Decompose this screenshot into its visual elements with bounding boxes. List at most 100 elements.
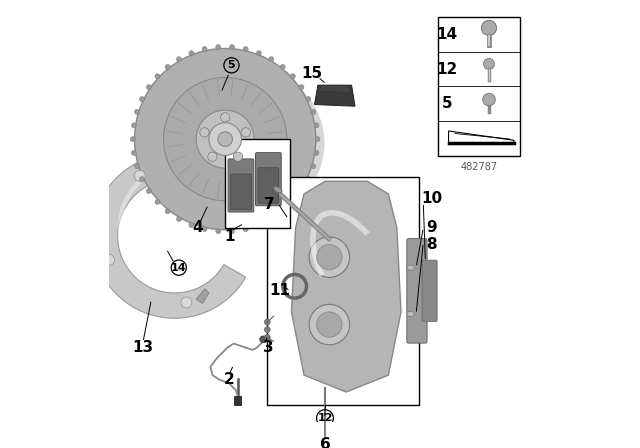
Circle shape	[317, 245, 342, 270]
Circle shape	[164, 78, 287, 201]
Circle shape	[483, 93, 495, 106]
Ellipse shape	[134, 60, 324, 227]
Circle shape	[230, 44, 235, 50]
Circle shape	[269, 216, 274, 222]
Circle shape	[131, 137, 136, 142]
Text: 3: 3	[263, 340, 274, 355]
Circle shape	[280, 209, 285, 214]
Circle shape	[134, 170, 145, 181]
Circle shape	[317, 312, 342, 337]
Text: 10: 10	[421, 190, 442, 206]
Circle shape	[216, 44, 221, 50]
Circle shape	[134, 109, 140, 114]
Circle shape	[147, 189, 152, 194]
Circle shape	[104, 254, 115, 265]
Bar	[225, 139, 291, 228]
Circle shape	[177, 216, 182, 222]
Circle shape	[243, 47, 248, 52]
Circle shape	[481, 20, 497, 35]
Circle shape	[299, 189, 304, 194]
Circle shape	[269, 56, 274, 62]
Circle shape	[165, 65, 170, 69]
FancyBboxPatch shape	[258, 168, 278, 203]
Text: 14: 14	[436, 27, 458, 42]
Circle shape	[234, 152, 243, 161]
FancyBboxPatch shape	[422, 260, 437, 322]
Polygon shape	[314, 85, 355, 106]
FancyBboxPatch shape	[228, 159, 254, 212]
Circle shape	[218, 132, 232, 146]
Circle shape	[257, 51, 261, 56]
Circle shape	[280, 65, 285, 69]
Circle shape	[134, 48, 316, 230]
FancyBboxPatch shape	[407, 239, 427, 343]
Circle shape	[177, 56, 182, 62]
Circle shape	[243, 227, 248, 232]
Circle shape	[155, 199, 160, 204]
Circle shape	[483, 59, 495, 69]
Circle shape	[216, 228, 221, 234]
Circle shape	[155, 74, 160, 79]
Polygon shape	[320, 86, 349, 92]
Polygon shape	[291, 181, 401, 392]
Circle shape	[208, 152, 217, 161]
Text: 4: 4	[193, 220, 203, 235]
Text: 1: 1	[224, 228, 235, 244]
Text: 2: 2	[224, 372, 235, 387]
Circle shape	[131, 151, 136, 155]
Circle shape	[264, 327, 270, 332]
Circle shape	[309, 304, 349, 345]
Bar	[438, 17, 520, 156]
Circle shape	[291, 74, 295, 79]
Circle shape	[315, 137, 320, 142]
Ellipse shape	[274, 186, 282, 193]
Circle shape	[306, 96, 311, 102]
Circle shape	[202, 47, 207, 52]
Circle shape	[200, 128, 209, 137]
Circle shape	[209, 123, 241, 155]
Text: 6: 6	[319, 437, 330, 448]
Circle shape	[309, 237, 349, 277]
Bar	[268, 177, 419, 405]
Text: 14: 14	[171, 263, 187, 273]
Circle shape	[131, 123, 136, 128]
Ellipse shape	[407, 265, 415, 270]
Text: 15: 15	[301, 66, 322, 81]
Circle shape	[291, 199, 295, 204]
Circle shape	[147, 85, 152, 90]
Text: 11: 11	[269, 283, 291, 298]
Circle shape	[202, 227, 207, 232]
Circle shape	[189, 51, 194, 56]
Circle shape	[314, 123, 319, 128]
Circle shape	[264, 334, 270, 340]
Circle shape	[221, 113, 230, 122]
Circle shape	[181, 297, 192, 308]
Circle shape	[140, 177, 145, 182]
Circle shape	[140, 96, 145, 102]
Circle shape	[314, 151, 319, 155]
Polygon shape	[449, 131, 514, 143]
FancyBboxPatch shape	[230, 174, 252, 210]
Circle shape	[311, 109, 316, 114]
Circle shape	[189, 223, 194, 228]
Text: 5: 5	[228, 60, 236, 70]
Circle shape	[230, 228, 235, 234]
Polygon shape	[196, 289, 209, 304]
Circle shape	[311, 164, 316, 169]
Text: 13: 13	[132, 340, 154, 355]
Text: 12: 12	[317, 413, 333, 423]
Circle shape	[299, 85, 304, 90]
Circle shape	[260, 336, 266, 343]
Circle shape	[306, 177, 311, 182]
Circle shape	[165, 209, 170, 214]
Text: 9: 9	[426, 220, 437, 235]
Circle shape	[196, 110, 254, 168]
Circle shape	[134, 164, 140, 169]
Ellipse shape	[407, 311, 415, 317]
Text: 12: 12	[436, 61, 458, 77]
Bar	[234, 396, 241, 405]
Text: 7: 7	[264, 197, 275, 212]
Text: 8: 8	[426, 237, 437, 252]
FancyBboxPatch shape	[255, 153, 281, 206]
Circle shape	[257, 223, 261, 228]
